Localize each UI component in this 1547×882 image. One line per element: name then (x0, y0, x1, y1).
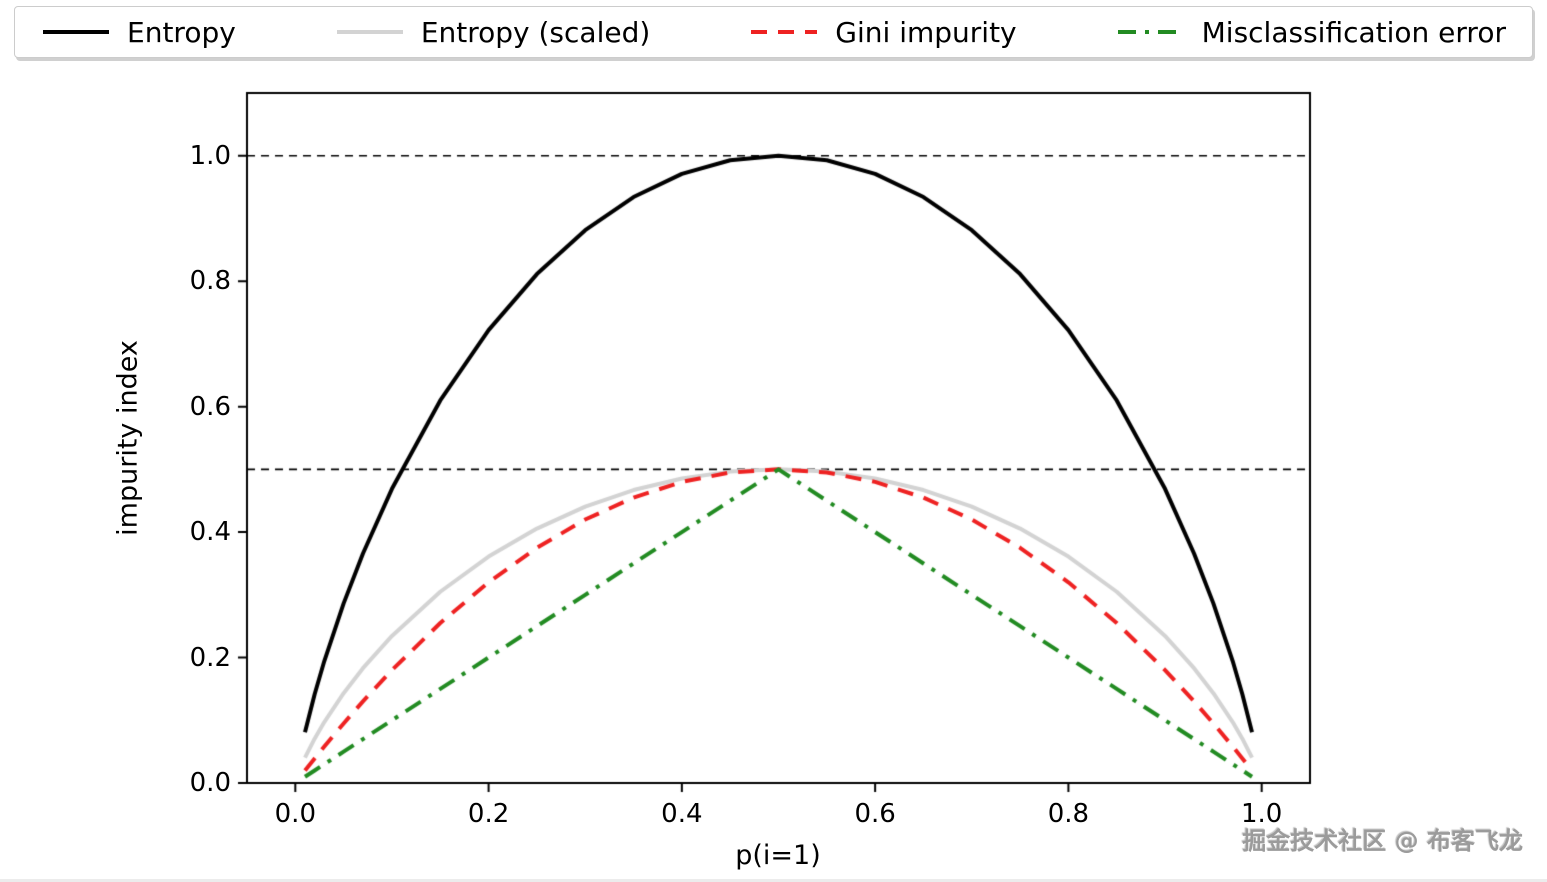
legend: Entropy Entropy (scaled) Gini impurity M… (14, 6, 1533, 58)
entropy-scaled-line-sample-icon (336, 30, 403, 34)
legend-item-entropy: Entropy (41, 16, 236, 49)
gini-line-sample-icon (751, 30, 818, 34)
entropy-line-sample-icon (43, 30, 109, 34)
legend-label-entropy: Entropy (127, 15, 236, 49)
legend-label-gini: Gini impurity (835, 15, 1017, 49)
bottom-strip (0, 879, 1547, 882)
misclassification-line-sample-icon (1117, 30, 1184, 34)
legend-item-entropy-scaled: Entropy (scaled) (335, 16, 650, 49)
y-axis-label: impurity index (112, 340, 144, 536)
x-axis-label: p(i=1) (735, 840, 821, 871)
watermark-text: 掘金技术社区 @ 布客飞龙 (1242, 827, 1523, 855)
legend-label-misclassification: Misclassification error (1201, 15, 1506, 49)
legend-label-entropy-scaled: Entropy (scaled) (420, 15, 651, 49)
legend-item-gini: Gini impurity (749, 15, 1017, 49)
legend-item-misclassification: Misclassification error (1116, 16, 1506, 49)
